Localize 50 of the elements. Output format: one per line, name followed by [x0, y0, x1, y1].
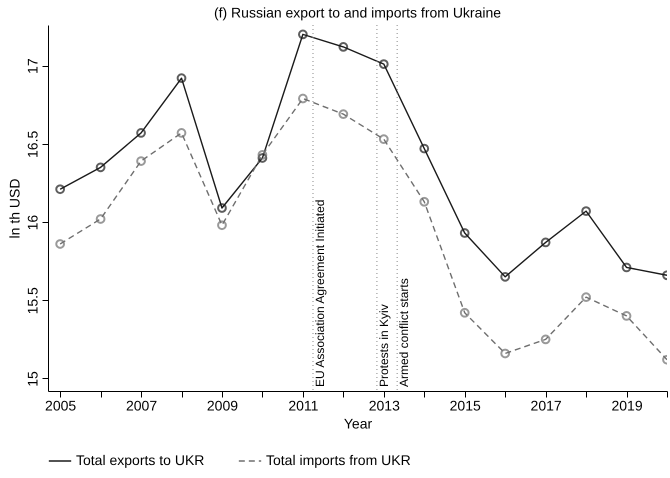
point [258, 150, 268, 160]
point [338, 109, 348, 120]
y-tick-label: 17 [24, 58, 40, 74]
y-tick-label: 16.5 [24, 130, 40, 158]
x-tick-label: 2015 [450, 398, 481, 414]
y-tick-label: 15 [24, 370, 40, 387]
point [298, 30, 308, 40]
point [55, 239, 66, 249]
point [500, 272, 510, 282]
x-tick-label: 2013 [368, 398, 400, 414]
point [136, 156, 146, 166]
point [217, 203, 227, 213]
point [96, 214, 106, 224]
legend-label: Total imports from UKR [266, 452, 411, 468]
point [460, 228, 470, 238]
x-tick-label: 2005 [45, 398, 76, 414]
point [378, 134, 389, 144]
point [338, 42, 348, 52]
point [500, 348, 510, 358]
point [176, 128, 186, 138]
point [258, 153, 268, 163]
point [540, 238, 550, 248]
x-tick-label: 2009 [206, 398, 238, 414]
y-tick-label: 16 [24, 214, 40, 230]
point [622, 311, 632, 321]
ref-line-label: Armed conflict starts [397, 278, 412, 387]
chart-title: (f) Russian export to and imports from Ukraine [214, 4, 502, 20]
ref-line-label: Protests in Kyiv [376, 304, 391, 387]
point [540, 334, 550, 344]
x-tick-label: 2011 [288, 398, 319, 414]
point [419, 144, 430, 154]
y-tick-label: 15.5 [24, 286, 40, 314]
point [136, 128, 146, 138]
point [217, 220, 227, 230]
x-tick-label: 2017 [530, 398, 562, 414]
point [378, 59, 389, 69]
point [419, 196, 430, 207]
point [622, 262, 632, 272]
x-tick-label: 2007 [126, 398, 158, 414]
point [581, 292, 591, 302]
x-axis-title: Year [344, 416, 372, 432]
ref-line-label: EU Association Agreement Initiated [312, 200, 327, 387]
point [96, 162, 106, 172]
point [176, 73, 186, 84]
x-tick-label: 2019 [611, 398, 643, 414]
point [298, 94, 308, 104]
point [460, 308, 470, 318]
y-axis-title: ln th USD [6, 178, 22, 238]
legend-label: Total exports to UKR [76, 452, 204, 468]
point [581, 206, 591, 216]
